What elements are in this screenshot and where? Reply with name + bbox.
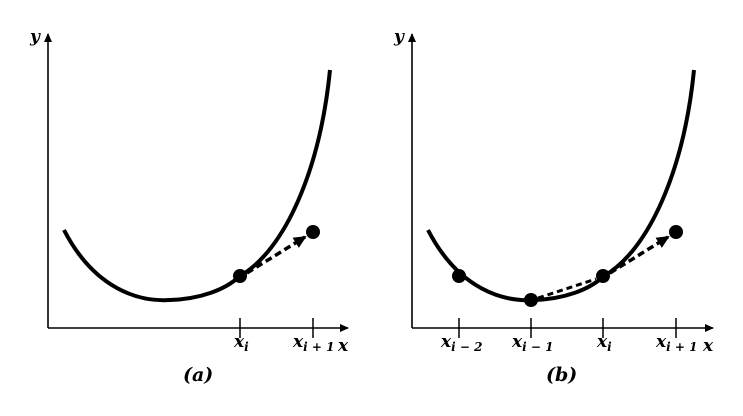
panel-b-tick-label-xi1-minus: xi − 1 (511, 332, 553, 354)
panel-b-y-axis-label: y (393, 27, 405, 47)
panel-b-point-xi1-plus (669, 225, 683, 239)
panel-a-step-arrow (246, 235, 307, 275)
panel-b-tick-label-xi2: xi − 2 (440, 332, 482, 354)
panel-a-tick-label-xi: xi (233, 332, 249, 354)
panel-b-point-xi (596, 269, 610, 283)
panel-b: y x xi − 2 xi − 1 xi xi + 1 (b) (393, 27, 714, 386)
panel-b-point-xi1-minus (524, 293, 538, 307)
panel-b-tick-label-xi: xi (596, 332, 612, 354)
panel-a-caption: (a) (183, 364, 213, 386)
panel-a-curve (62, 69, 332, 303)
panel-b-tick-label-xi1-plus: xi + 1 (655, 332, 697, 354)
panel-b-dashed-segment (537, 277, 597, 300)
panel-b-caption: (b) (546, 364, 577, 386)
panel-a-point-xi (233, 269, 247, 283)
panel-a-point-xi1 (306, 225, 320, 239)
panel-a-tick-label-xi1: xi + 1 (292, 332, 334, 354)
panel-b-curve (426, 69, 696, 303)
panel-a: y x xi xi + 1 (a) (29, 27, 349, 386)
panel-b-step-arrow (609, 235, 670, 275)
panel-b-point-xi2 (452, 269, 466, 283)
panel-b-x-axis-label: x (702, 336, 714, 356)
panel-a-y-axis-label: y (29, 27, 41, 47)
panel-a-x-axis-label: x (337, 336, 349, 356)
